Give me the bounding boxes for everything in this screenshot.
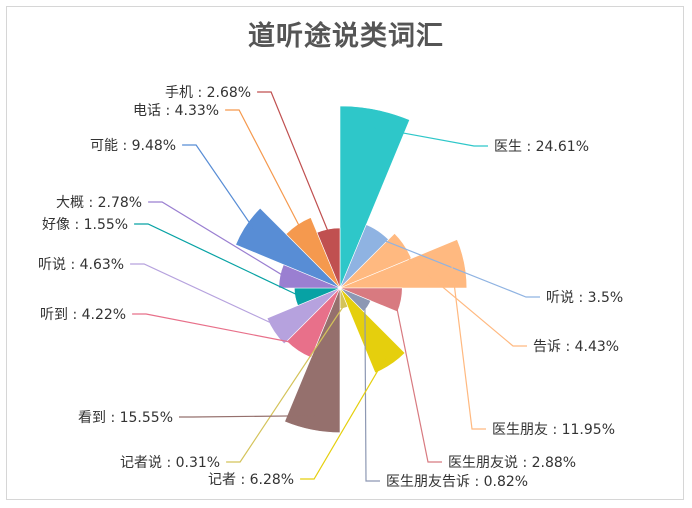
leader-line-10 [132,313,303,345]
slice-label-9: 看到 : 15.55% [78,410,173,426]
slice-label-5: 医生朋友说 : 2.88% [448,455,576,471]
leader-line-7 [300,356,387,480]
pie-slice-16[interactable] [316,227,341,289]
slice-label-10: 听到 : 4.22% [40,307,126,323]
leader-line-12 [134,223,300,297]
pie-slice-1[interactable] [339,105,411,289]
leader-line-2 [374,236,540,298]
leader-line-15 [225,109,303,232]
leader-line-3 [397,248,527,347]
slice-label-11: 听说 : 4.63% [38,257,124,273]
leader-line-6 [364,304,380,482]
slice-label-13: 大概 : 2.78% [56,195,142,211]
pie-slice-9[interactable] [284,287,341,433]
leader-line-4 [451,265,486,430]
slice-label-2: 听说 : 3.5% [546,290,623,306]
pie-slice-15[interactable] [285,217,341,289]
leader-line-5 [394,298,442,463]
pie-slice-11[interactable] [266,287,341,345]
slice-labels: 医生 : 24.61% 听说 : 3.5% 告诉 : 4.43% 医生朋友 : 11.… [38,85,623,490]
slice-label-8: 记者说 : 0.31% [120,455,220,471]
pie-slice-4[interactable] [339,239,468,289]
slice-label-4: 医生朋友 : 11.95% [492,422,615,438]
slice-label-12: 好像 : 1.55% [42,217,128,233]
leader-line-16 [257,91,331,236]
leader-line-1 [371,126,488,147]
slice-label-1: 医生 : 24.61% [494,139,589,155]
leader-line-13 [148,201,287,278]
slice-label-16: 手机 : 2.68% [165,85,251,101]
leader-line-9 [179,415,315,418]
slice-label-3: 告诉 : 4.43% [533,339,619,355]
pie-slice-14[interactable] [235,207,341,289]
slice-label-15: 电话 : 4.33% [133,103,219,119]
pie-slice-7[interactable] [339,287,406,374]
leader-line-11 [130,263,282,329]
slice-label-7: 记者 : 6.28% [208,472,294,488]
slice-label-6: 医生朋友告诉 : 0.82% [386,474,528,490]
pie-slices [235,105,468,433]
chart-title: 道听途说类词汇 [248,21,444,52]
leader-line-8 [226,305,345,463]
leader-line-14 [182,144,256,232]
leader-lines [130,91,540,482]
slice-label-14: 可能 : 9.48% [90,138,176,154]
